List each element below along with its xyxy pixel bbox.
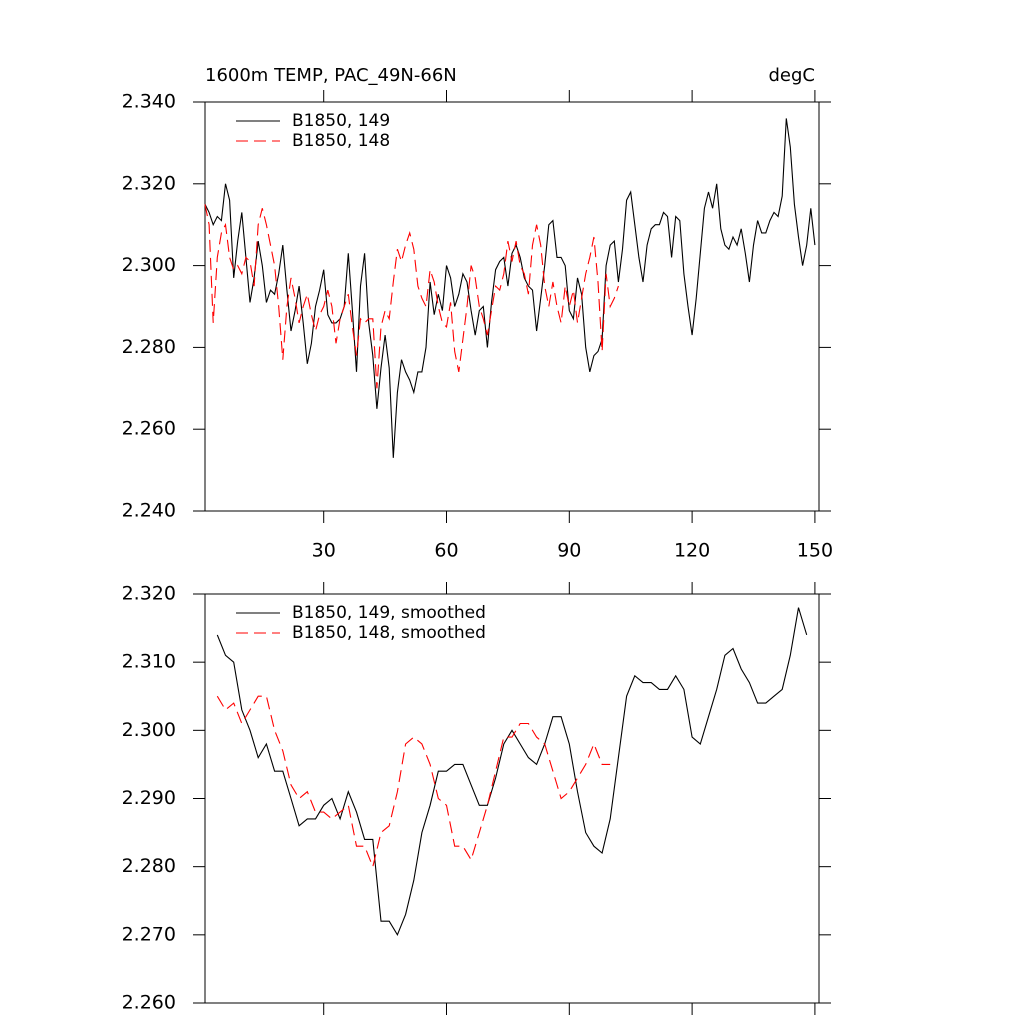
y-tick-label: 2.280 <box>122 336 176 358</box>
y-tick-label: 2.260 <box>122 418 176 440</box>
y-tick-label: 2.240 <box>122 500 176 522</box>
x-tick-label: 30 <box>312 540 336 562</box>
y-tick-label: 2.300 <box>122 254 176 276</box>
y-tick-label: 2.290 <box>122 787 176 809</box>
series-line <box>204 204 619 389</box>
x-tick-label: 150 <box>797 540 833 562</box>
x-tick-label: 120 <box>674 540 710 562</box>
y-tick-label: 2.260 <box>122 992 176 1014</box>
plot-frame <box>204 593 820 1004</box>
legend-label: B1850, 148 <box>292 131 390 151</box>
y-tick-label: 2.270 <box>122 923 176 945</box>
legend-label: B1850, 149 <box>292 111 390 131</box>
chart-title: 1600m TEMP, PAC_49N-66N <box>205 65 457 86</box>
series-line <box>204 118 816 458</box>
y-tick-label: 2.300 <box>122 719 176 741</box>
x-tick-label: 60 <box>434 540 458 562</box>
y-tick-label: 2.280 <box>122 855 176 877</box>
series-line <box>216 607 808 937</box>
y-tick-label: 2.320 <box>122 172 176 194</box>
x-tick-label: 90 <box>557 540 581 562</box>
units-label: degC <box>769 65 816 86</box>
legend-label: B1850, 149, smoothed <box>292 603 486 623</box>
plot-frame <box>204 101 820 512</box>
series-line <box>216 695 611 869</box>
legend-label: B1850, 148, smoothed <box>292 623 486 643</box>
y-tick-label: 2.320 <box>122 583 176 605</box>
y-tick-label: 2.340 <box>122 91 176 113</box>
y-tick-label: 2.310 <box>122 651 176 673</box>
